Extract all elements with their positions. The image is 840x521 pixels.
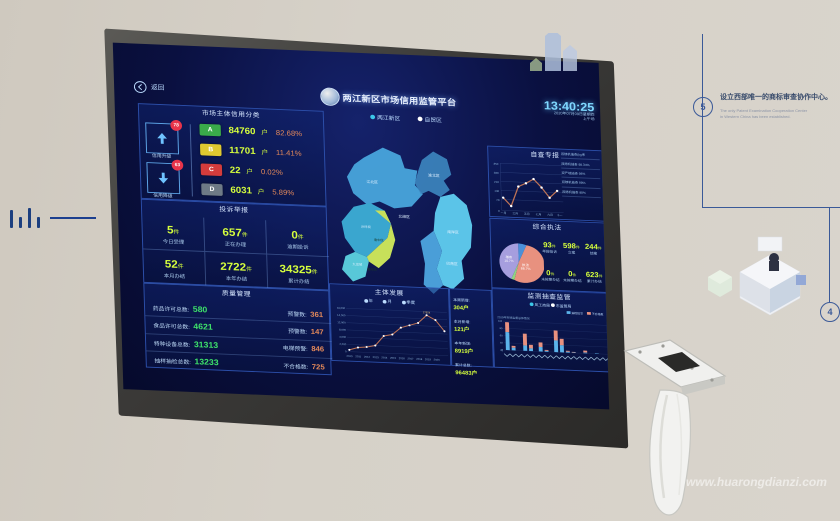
svg-text:2012: 2012 [364,355,371,359]
svg-text:0: 0 [345,349,347,353]
svg-text:140: 140 [494,189,499,193]
svg-text:2,000: 2,000 [339,342,346,346]
svg-text:2017: 2017 [407,357,414,361]
svg-text:60: 60 [500,334,504,337]
svg-text:江北区: 江北区 [366,179,378,184]
svg-text:10.7%: 10.7% [504,259,514,263]
svg-text:2013: 2013 [373,355,380,359]
svg-text:三月: 三月 [512,211,518,215]
svg-text:17924: 17924 [423,310,431,314]
svg-text:2010: 2010 [346,354,353,358]
svg-text:8,000: 8,000 [339,328,346,332]
svg-text:十一: 十一 [557,213,563,217]
svg-text:九龙坡: 九龙坡 [352,261,363,266]
svg-text:七月: 七月 [536,212,542,216]
svg-text:2011: 2011 [355,354,361,358]
svg-text:2015: 2015 [390,356,397,360]
svg-text:沙坪坝: 沙坪坝 [361,224,372,229]
svg-text:五月: 五月 [524,212,530,216]
svg-text:巴南区: 巴南区 [446,261,458,266]
svg-text:12,000: 12,000 [337,320,346,324]
svg-text:280: 280 [494,171,499,175]
svg-text:88.7%: 88.7% [521,267,531,271]
svg-text:渝北区: 渝北区 [428,173,440,178]
svg-text:210: 210 [494,180,499,184]
svg-text:2019: 2019 [425,357,432,361]
svg-text:16,000: 16,000 [337,306,346,310]
svg-text:14,000: 14,000 [337,313,346,317]
svg-text:九月: 九月 [547,213,553,217]
svg-text:渝中区: 渝中区 [374,237,385,242]
svg-text:0: 0 [502,349,504,352]
svg-text:北碚区: 北碚区 [398,214,410,219]
svg-text:100: 100 [498,320,503,323]
svg-text:350: 350 [493,162,498,166]
svg-text:70: 70 [496,198,500,202]
svg-text:2020: 2020 [434,358,441,362]
svg-text:一月: 一月 [501,211,507,215]
svg-text:南岸区: 南岸区 [447,229,459,234]
svg-text:2018: 2018 [416,357,423,361]
svg-text:2016: 2016 [399,356,406,360]
svg-text:80: 80 [500,327,504,330]
svg-text:南岸区: 南岸区 [367,267,378,272]
svg-text:40: 40 [500,342,504,345]
svg-text:2014: 2014 [381,356,388,360]
svg-text:4,000: 4,000 [339,335,346,339]
